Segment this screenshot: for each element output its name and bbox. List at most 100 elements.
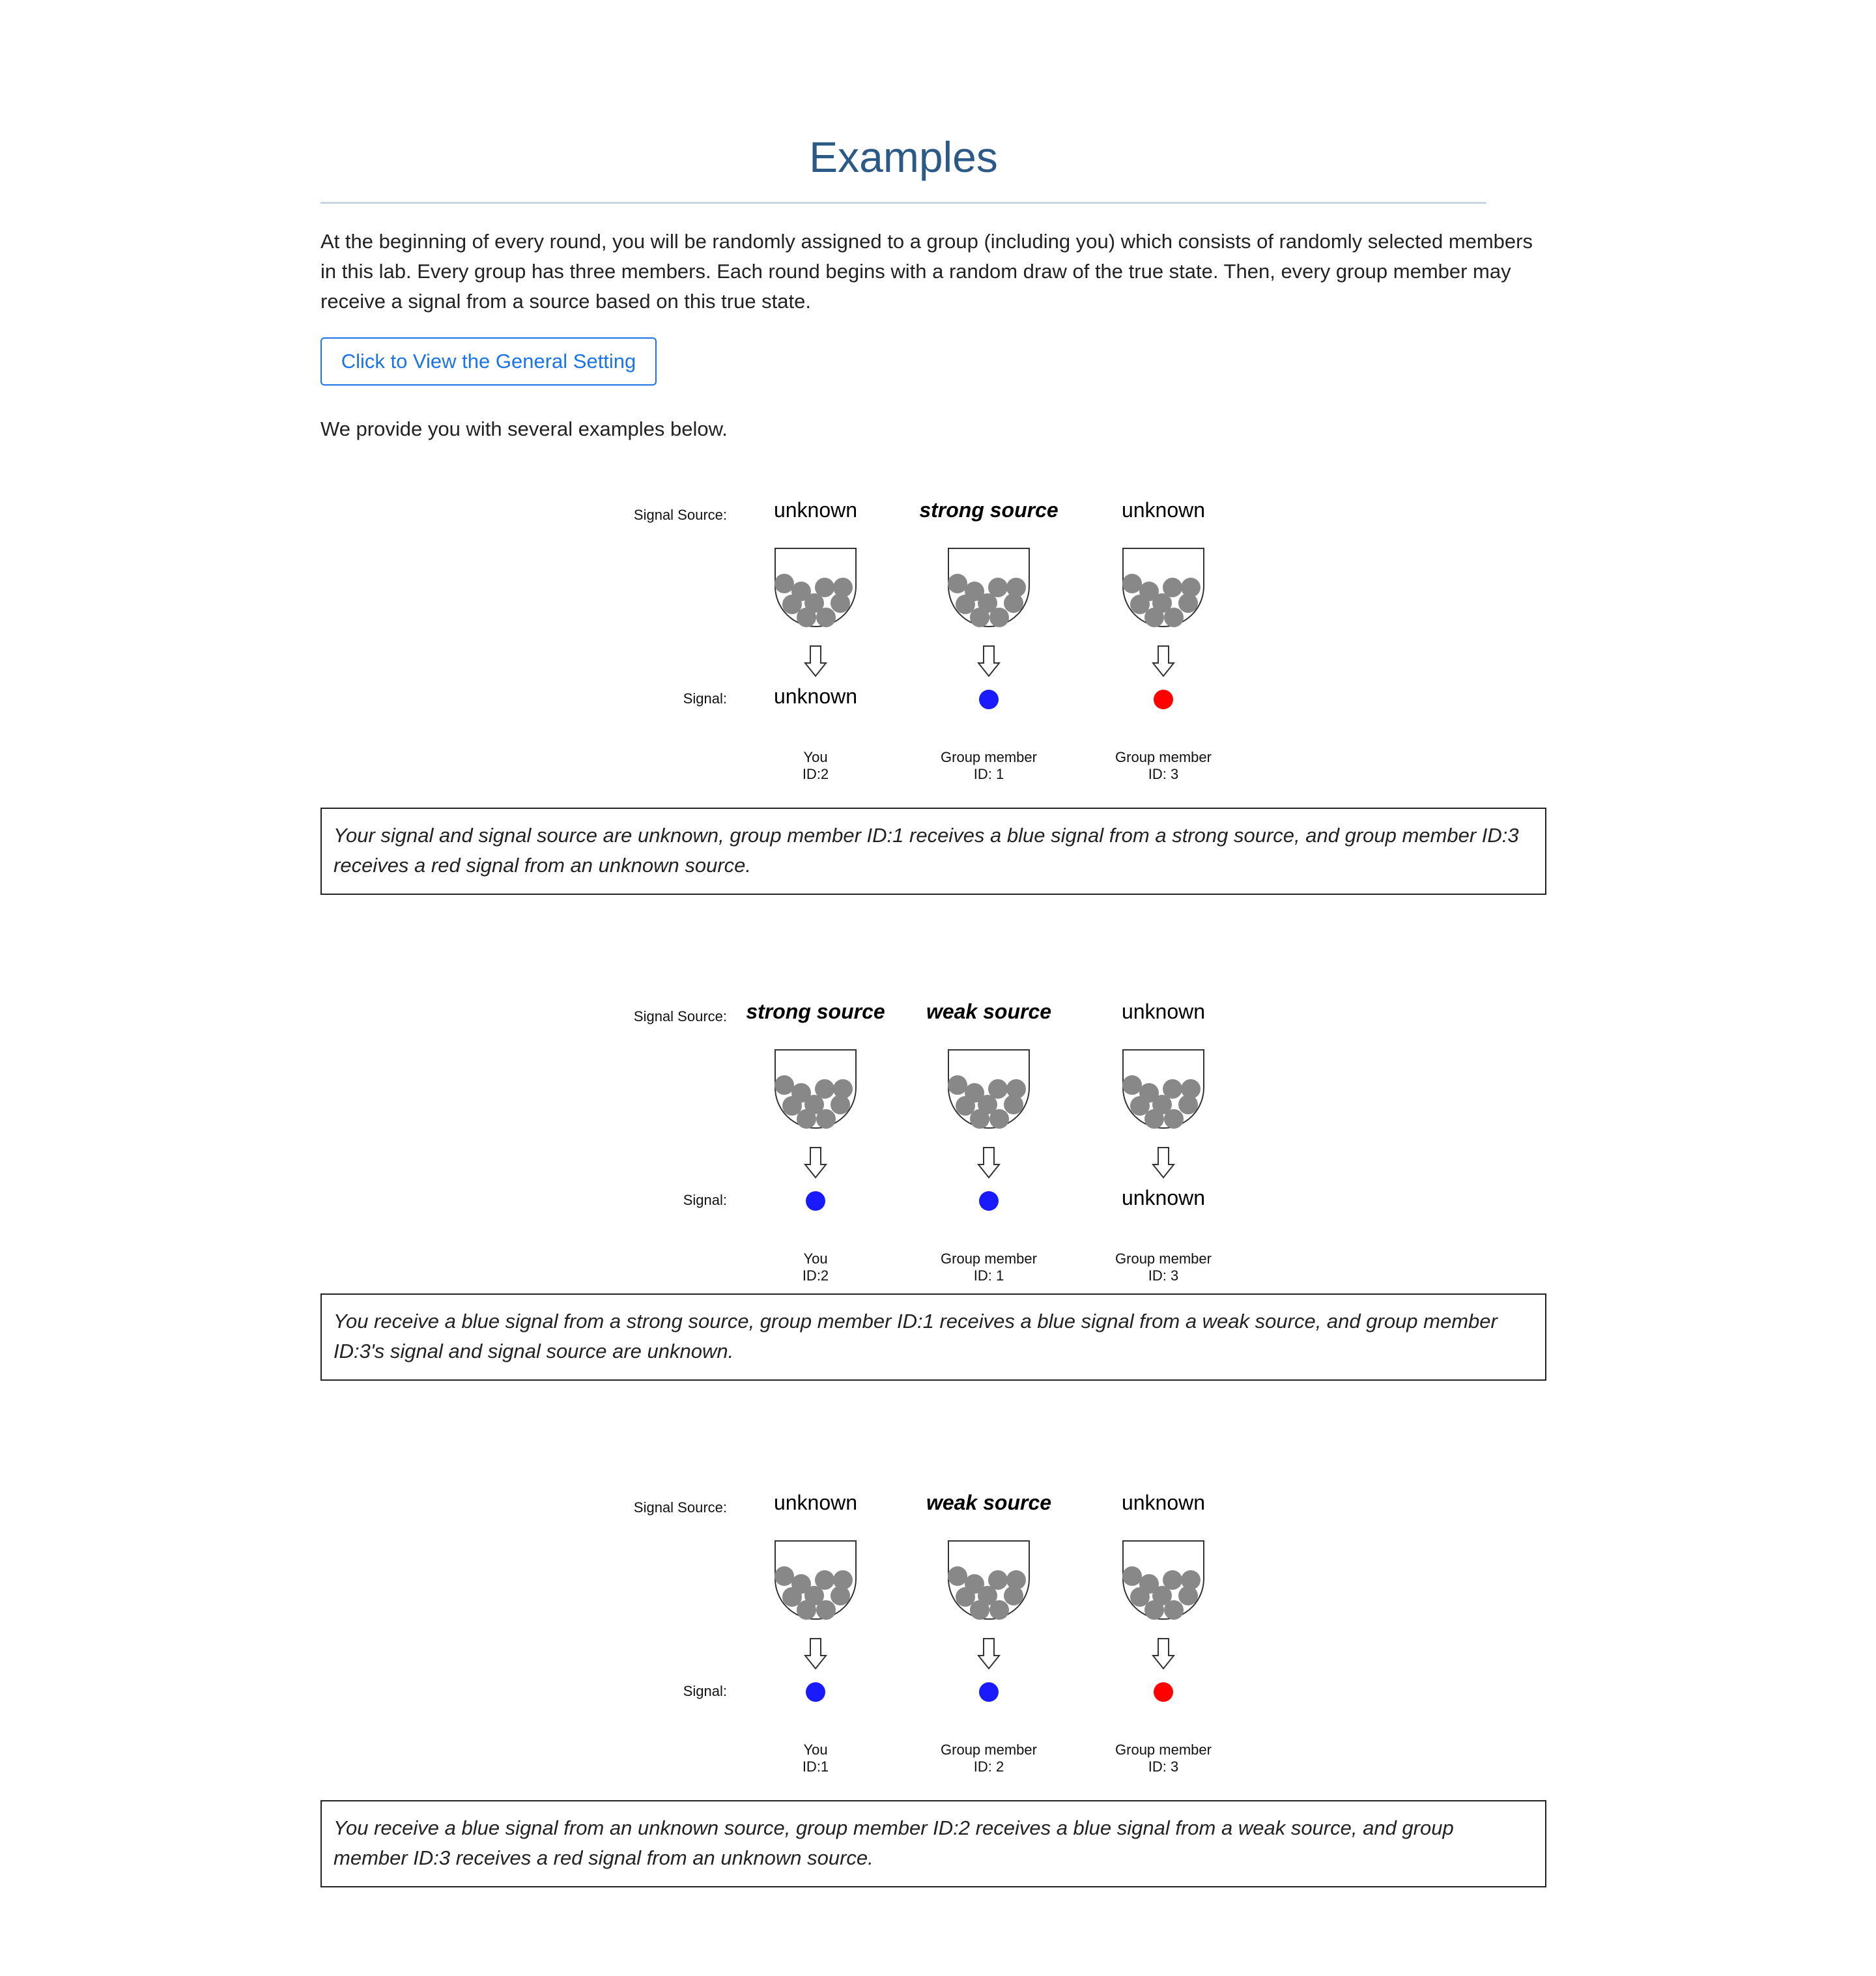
member-label: Group member	[1115, 1250, 1212, 1267]
urn-ball	[1130, 1587, 1150, 1607]
urn-ball	[782, 1587, 802, 1607]
signal-source-text: unknown	[774, 498, 857, 522]
down-arrow-icon	[1151, 1638, 1176, 1670]
urn-ball	[815, 1079, 834, 1099]
examples-lead-text: We provide you with several examples bel…	[320, 417, 728, 440]
urn-ball	[1144, 1600, 1164, 1620]
title-divider	[320, 202, 1486, 204]
urn-ball	[804, 1095, 824, 1114]
member-label: You	[803, 1742, 827, 1758]
urn-ball	[948, 574, 967, 593]
urn-ball	[970, 1600, 989, 1620]
urn-ball	[1004, 593, 1023, 613]
urn-ball	[1181, 578, 1201, 597]
urn-ball	[831, 593, 850, 613]
example-caption: Your signal and signal source are unknow…	[320, 808, 1546, 895]
urn-ball	[833, 578, 853, 597]
urn-ball	[1164, 1600, 1184, 1620]
down-arrow-icon	[976, 1147, 1001, 1179]
urn-ball	[988, 1079, 1008, 1099]
member-id: ID: 3	[1148, 1267, 1178, 1284]
member-id: ID: 3	[1148, 1758, 1178, 1775]
urn-ball	[1152, 1095, 1172, 1114]
urn-ball	[978, 1586, 997, 1605]
member-id: ID: 1	[974, 766, 1004, 782]
down-arrow-icon	[976, 645, 1001, 677]
view-general-setting-button[interactable]: Click to View the General Setting	[320, 337, 657, 386]
member-id: ID:2	[803, 1267, 829, 1284]
example-figure: Signal Source:Signal:unknownunknownYouID…	[634, 498, 1212, 782]
member-label: Group member	[941, 749, 1037, 765]
urn-ball	[1130, 595, 1150, 614]
urn-ball	[1178, 593, 1198, 613]
down-arrow-icon	[1151, 1147, 1176, 1179]
urn-ball	[989, 608, 1009, 627]
urn-ball	[1181, 1079, 1201, 1099]
down-arrow-icon	[1151, 645, 1176, 677]
intro-paragraph: At the beginning of every round, you wil…	[320, 230, 1533, 313]
urn-ball	[956, 1096, 975, 1116]
urn-ball	[1164, 608, 1184, 627]
member-id: ID: 3	[1148, 766, 1178, 782]
urn-ball	[815, 1570, 834, 1590]
urn-ball	[775, 574, 794, 593]
signal-label: Signal:	[683, 1683, 727, 1699]
signal-source-text: weak source	[926, 1491, 1051, 1514]
signal-source-text: unknown	[1122, 1491, 1205, 1514]
blue-signal-dot	[806, 1191, 825, 1211]
urn-icon	[948, 1540, 1030, 1620]
signal-unknown-text: unknown	[1122, 1186, 1205, 1209]
urn-ball	[815, 578, 834, 597]
urn-ball	[1152, 1586, 1172, 1605]
down-arrow-icon	[803, 1147, 828, 1179]
signal-source-label: Signal Source:	[634, 1499, 727, 1516]
example-caption: You receive a blue signal from an unknow…	[320, 1800, 1546, 1887]
member-id: ID:1	[803, 1758, 829, 1775]
urn-ball	[989, 1109, 1009, 1129]
urn-ball	[833, 1079, 853, 1099]
urn-ball	[775, 1566, 794, 1586]
member-label: You	[803, 749, 827, 765]
urn-ball	[831, 1095, 850, 1114]
urn-ball	[1152, 593, 1172, 613]
urn-ball	[988, 578, 1008, 597]
member-label: Group member	[1115, 1742, 1212, 1758]
urn-ball	[948, 1566, 967, 1586]
member-label: Group member	[1115, 749, 1212, 765]
urn-ball	[1006, 1570, 1026, 1590]
urn-icon	[1122, 548, 1204, 627]
urn-ball	[1004, 1586, 1023, 1605]
signal-label: Signal:	[683, 690, 727, 707]
signal-source-text: strong source	[746, 1000, 885, 1023]
urn-ball	[1004, 1095, 1023, 1114]
urn-ball	[782, 595, 802, 614]
urn-ball	[956, 595, 975, 614]
urn-ball	[970, 608, 989, 627]
urn-ball	[804, 593, 824, 613]
urn-icon	[775, 548, 857, 627]
urn-ball	[816, 1600, 836, 1620]
down-arrow-icon	[976, 1638, 1001, 1670]
urn-icon	[948, 1049, 1030, 1129]
signal-source-text: unknown	[1122, 1000, 1205, 1023]
urn-ball	[816, 608, 836, 627]
member-label: Group member	[941, 1250, 1037, 1267]
red-signal-dot	[1154, 690, 1173, 709]
signal-source-text: weak source	[926, 1000, 1051, 1023]
urn-ball	[1144, 608, 1164, 627]
urn-ball	[831, 1586, 850, 1605]
urn-ball	[816, 1109, 836, 1129]
signal-source-text: unknown	[774, 1491, 857, 1514]
member-id: ID: 1	[974, 1267, 1004, 1284]
blue-signal-dot	[979, 1191, 999, 1211]
urn-ball	[978, 1095, 997, 1114]
down-arrow-icon	[803, 1638, 828, 1670]
